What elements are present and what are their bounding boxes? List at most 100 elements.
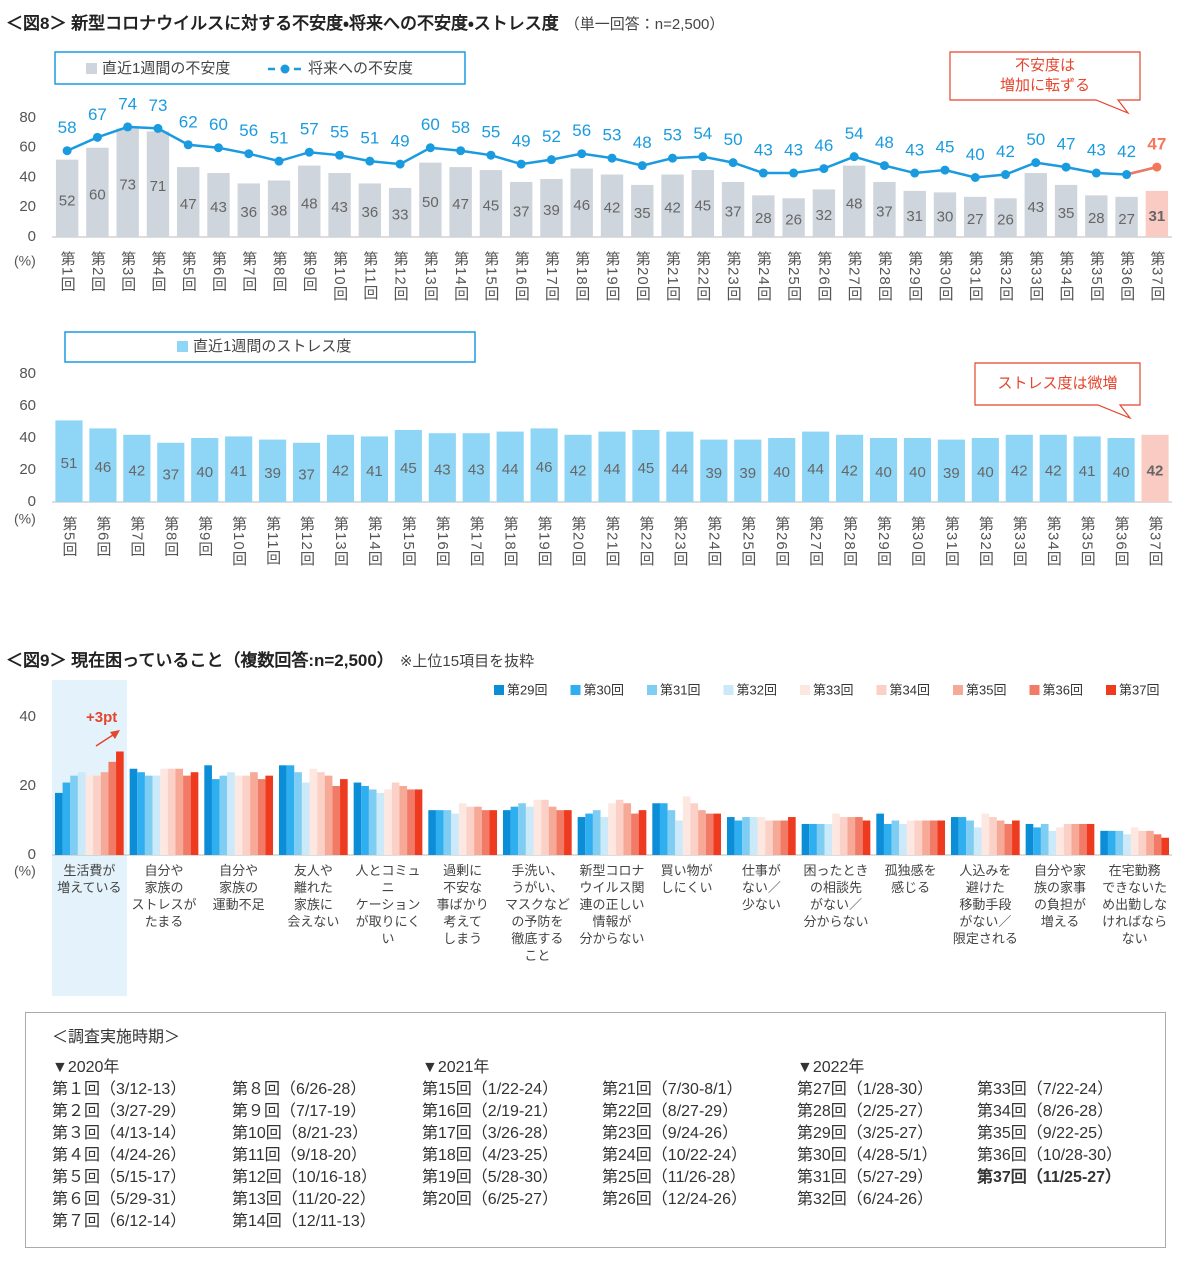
bar [509, 181, 533, 237]
chart-title-row: ＜図8＞ 新型コロナウイルスに対する不安度・将来への不安度・ストレス度 （単一回答… [6, 9, 724, 34]
bar [474, 806, 482, 855]
bar [964, 196, 987, 237]
schedule-entry: 第６回（5/29-31） [52, 1191, 187, 1208]
value-label: 43 [1027, 199, 1044, 216]
line-point [879, 161, 889, 171]
bar [966, 820, 974, 855]
bar [428, 810, 436, 855]
line-point [819, 164, 829, 174]
year-label: ▼2022年 [797, 1059, 865, 1076]
value-label: 46 [95, 459, 112, 476]
bar [353, 782, 362, 855]
bar [564, 434, 592, 502]
x-tick-label: 第10回 [230, 516, 247, 567]
value-label: 47 [1057, 135, 1076, 154]
value-label: 51 [61, 455, 78, 472]
value-label: 53 [603, 126, 622, 145]
line-point [304, 147, 314, 157]
y-tick-label: 0 [28, 228, 36, 245]
bar [906, 820, 915, 855]
value-label: 27 [967, 211, 984, 228]
value-label: 42 [841, 462, 858, 479]
x-tick-label: 第12回 [392, 251, 409, 302]
bar [1107, 830, 1116, 855]
y-tick-label: 80 [19, 365, 36, 382]
line-point [92, 132, 102, 142]
x-tick-label: 第24回 [705, 516, 722, 567]
value-label: 40 [909, 464, 926, 481]
bar [211, 779, 220, 855]
x-tick-label: 第34回 [1058, 251, 1075, 302]
value-label: 52 [542, 127, 561, 146]
value-label: 67 [88, 105, 107, 124]
bar [100, 772, 109, 855]
schedule-entry: 第29回（3/25-27） [797, 1125, 934, 1142]
legend-label: 直近1週間のストレス度 [193, 338, 351, 355]
value-label: 28 [1088, 210, 1105, 227]
x-tick-label: 人とコミュニ ケーション が取りにく い [355, 863, 421, 946]
annotation: +3pt [86, 709, 117, 726]
line-point [244, 149, 254, 159]
value-label: 43 [210, 199, 227, 216]
value-label: 60 [209, 115, 228, 134]
x-tick-label: 孤独感を 感じる [884, 863, 937, 895]
x-tick-label: 第21回 [664, 251, 681, 302]
x-tick-label: 第7回 [240, 251, 257, 292]
callout-box [974, 362, 1141, 420]
value-label: 28 [755, 210, 772, 227]
value-label: 39 [264, 465, 281, 482]
value-label: 37 [513, 203, 530, 220]
bar [361, 786, 369, 855]
bar [93, 775, 101, 855]
line-point [1001, 170, 1011, 180]
bar [481, 810, 490, 855]
x-tick-label: 第3回 [119, 251, 136, 292]
x-tick-label: 第4回 [149, 251, 166, 292]
bar [219, 775, 228, 855]
bar [608, 803, 616, 855]
bar [237, 183, 260, 237]
bar [55, 420, 83, 502]
schedule-entry: 第36回（10/28-30） [977, 1147, 1122, 1164]
legend-label: 第29回 [507, 682, 547, 697]
x-tick-label: 生活費が 増えている [57, 863, 122, 895]
schedule-entry: 第27回（1/28-30） [797, 1081, 934, 1098]
bar [496, 431, 524, 502]
bar [726, 817, 735, 855]
schedule-entry: 第20回（6/25-27） [422, 1191, 559, 1208]
value-label: 58 [451, 118, 470, 137]
bar [183, 775, 191, 855]
x-tick-label: 第19回 [604, 251, 621, 302]
value-label: 47 [1147, 135, 1166, 154]
value-label: 45 [936, 138, 955, 157]
line-point [698, 152, 708, 162]
bar [1033, 827, 1041, 855]
bar [556, 810, 565, 855]
y-tick-label: 60 [19, 139, 36, 156]
bar [876, 813, 884, 855]
bar [631, 184, 654, 237]
bar [1130, 827, 1139, 855]
legend-label: 将来への不安度 [308, 60, 413, 77]
x-tick-label: 第2回 [89, 251, 106, 292]
value-label: 43 [331, 199, 348, 216]
schedule-entry: 第11回（9/18-20） [232, 1147, 367, 1164]
x-tick-label: 第16回 [513, 251, 530, 302]
bar [1138, 830, 1147, 855]
value-label: 42 [604, 200, 621, 217]
bar [824, 823, 833, 855]
bar [1141, 434, 1169, 502]
bar [600, 817, 609, 855]
bar [958, 817, 967, 855]
x-tick-label: 第18回 [573, 251, 590, 302]
bar [1071, 823, 1080, 855]
bar [937, 820, 946, 855]
bar [765, 820, 773, 855]
legend-swatch [1106, 685, 1116, 695]
x-tick-label: 第35回 [1079, 516, 1096, 567]
value-label: 46 [573, 197, 590, 214]
bar [598, 431, 626, 502]
value-label: 46 [814, 136, 833, 155]
bar [632, 430, 660, 502]
value-label: 51 [270, 129, 289, 148]
